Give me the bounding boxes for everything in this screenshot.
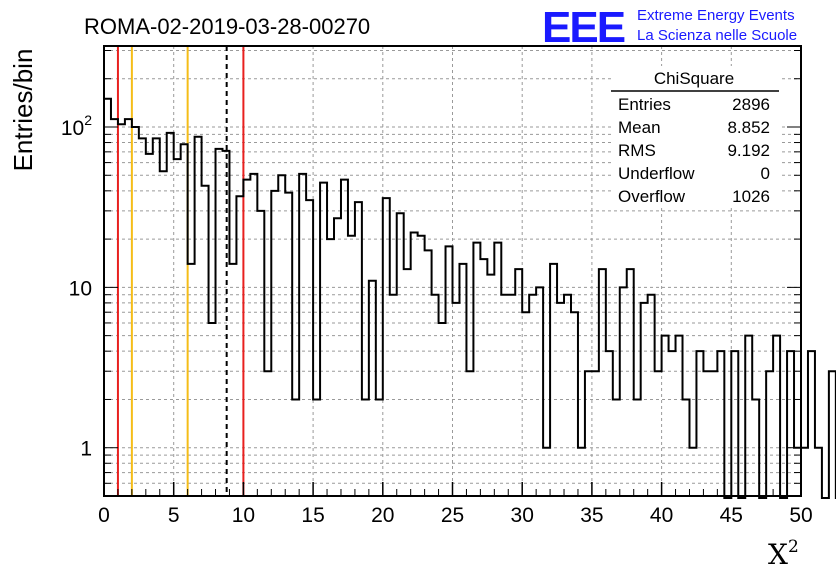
y-tick-label-exponent: 2 xyxy=(84,112,92,128)
stats-box-background xyxy=(611,66,779,206)
x-tick-label: 25 xyxy=(441,504,464,527)
stats-title: ChiSquare xyxy=(654,69,734,88)
y-tick-label: 1 xyxy=(80,438,92,461)
x-tick-label: 50 xyxy=(789,504,812,527)
y-tick-label: 102 xyxy=(61,112,92,140)
stats-label-entries: Entries xyxy=(618,95,671,114)
stats-value-rms: 9.192 xyxy=(727,141,770,160)
stats-label-underflow: Underflow xyxy=(618,164,695,183)
x-axis-label: X2 xyxy=(768,537,799,571)
y-axis-label: Entries/bin xyxy=(8,49,38,172)
stats-value-entries: 2896 xyxy=(732,95,770,114)
x-tick-label: 15 xyxy=(301,504,324,527)
stats-value-mean: 8.852 xyxy=(727,118,770,137)
x-axis-label-superscript: 2 xyxy=(788,537,799,557)
y-tick-label-base: 10 xyxy=(61,117,84,140)
y-tick-label: 10 xyxy=(69,277,92,300)
histogram-series xyxy=(104,97,836,499)
histogram xyxy=(104,97,836,499)
plot-frame xyxy=(103,45,802,497)
stats-value-overflow: 1026 xyxy=(732,187,770,206)
logo-line1: Extreme Energy Events xyxy=(637,7,795,24)
chart-title: ROMA-02-2019-03-28-00270 xyxy=(84,14,370,39)
x-tick-label: 5 xyxy=(168,504,180,527)
eee-logo: EEE xyxy=(542,3,625,52)
x-tick-label: 0 xyxy=(98,504,110,527)
stats-box: ChiSquare Entries 2896 Mean 8.852 RMS 9.… xyxy=(611,66,779,206)
x-tick-label: 35 xyxy=(580,504,603,527)
x-axis-label-base: X xyxy=(768,538,788,571)
stats-value-underflow: 0 xyxy=(761,164,770,183)
x-tick-label: 45 xyxy=(720,504,743,527)
x-tick-label: 30 xyxy=(511,504,534,527)
stats-label-mean: Mean xyxy=(618,118,661,137)
logo-line2: La Scienza nelle Scuole xyxy=(637,27,797,44)
x-tick-label: 20 xyxy=(371,504,394,527)
stats-label-overflow: Overflow xyxy=(618,187,686,206)
x-tick-label: 10 xyxy=(232,504,255,527)
stats-label-rms: RMS xyxy=(618,141,656,160)
x-tick-label: 40 xyxy=(650,504,673,527)
